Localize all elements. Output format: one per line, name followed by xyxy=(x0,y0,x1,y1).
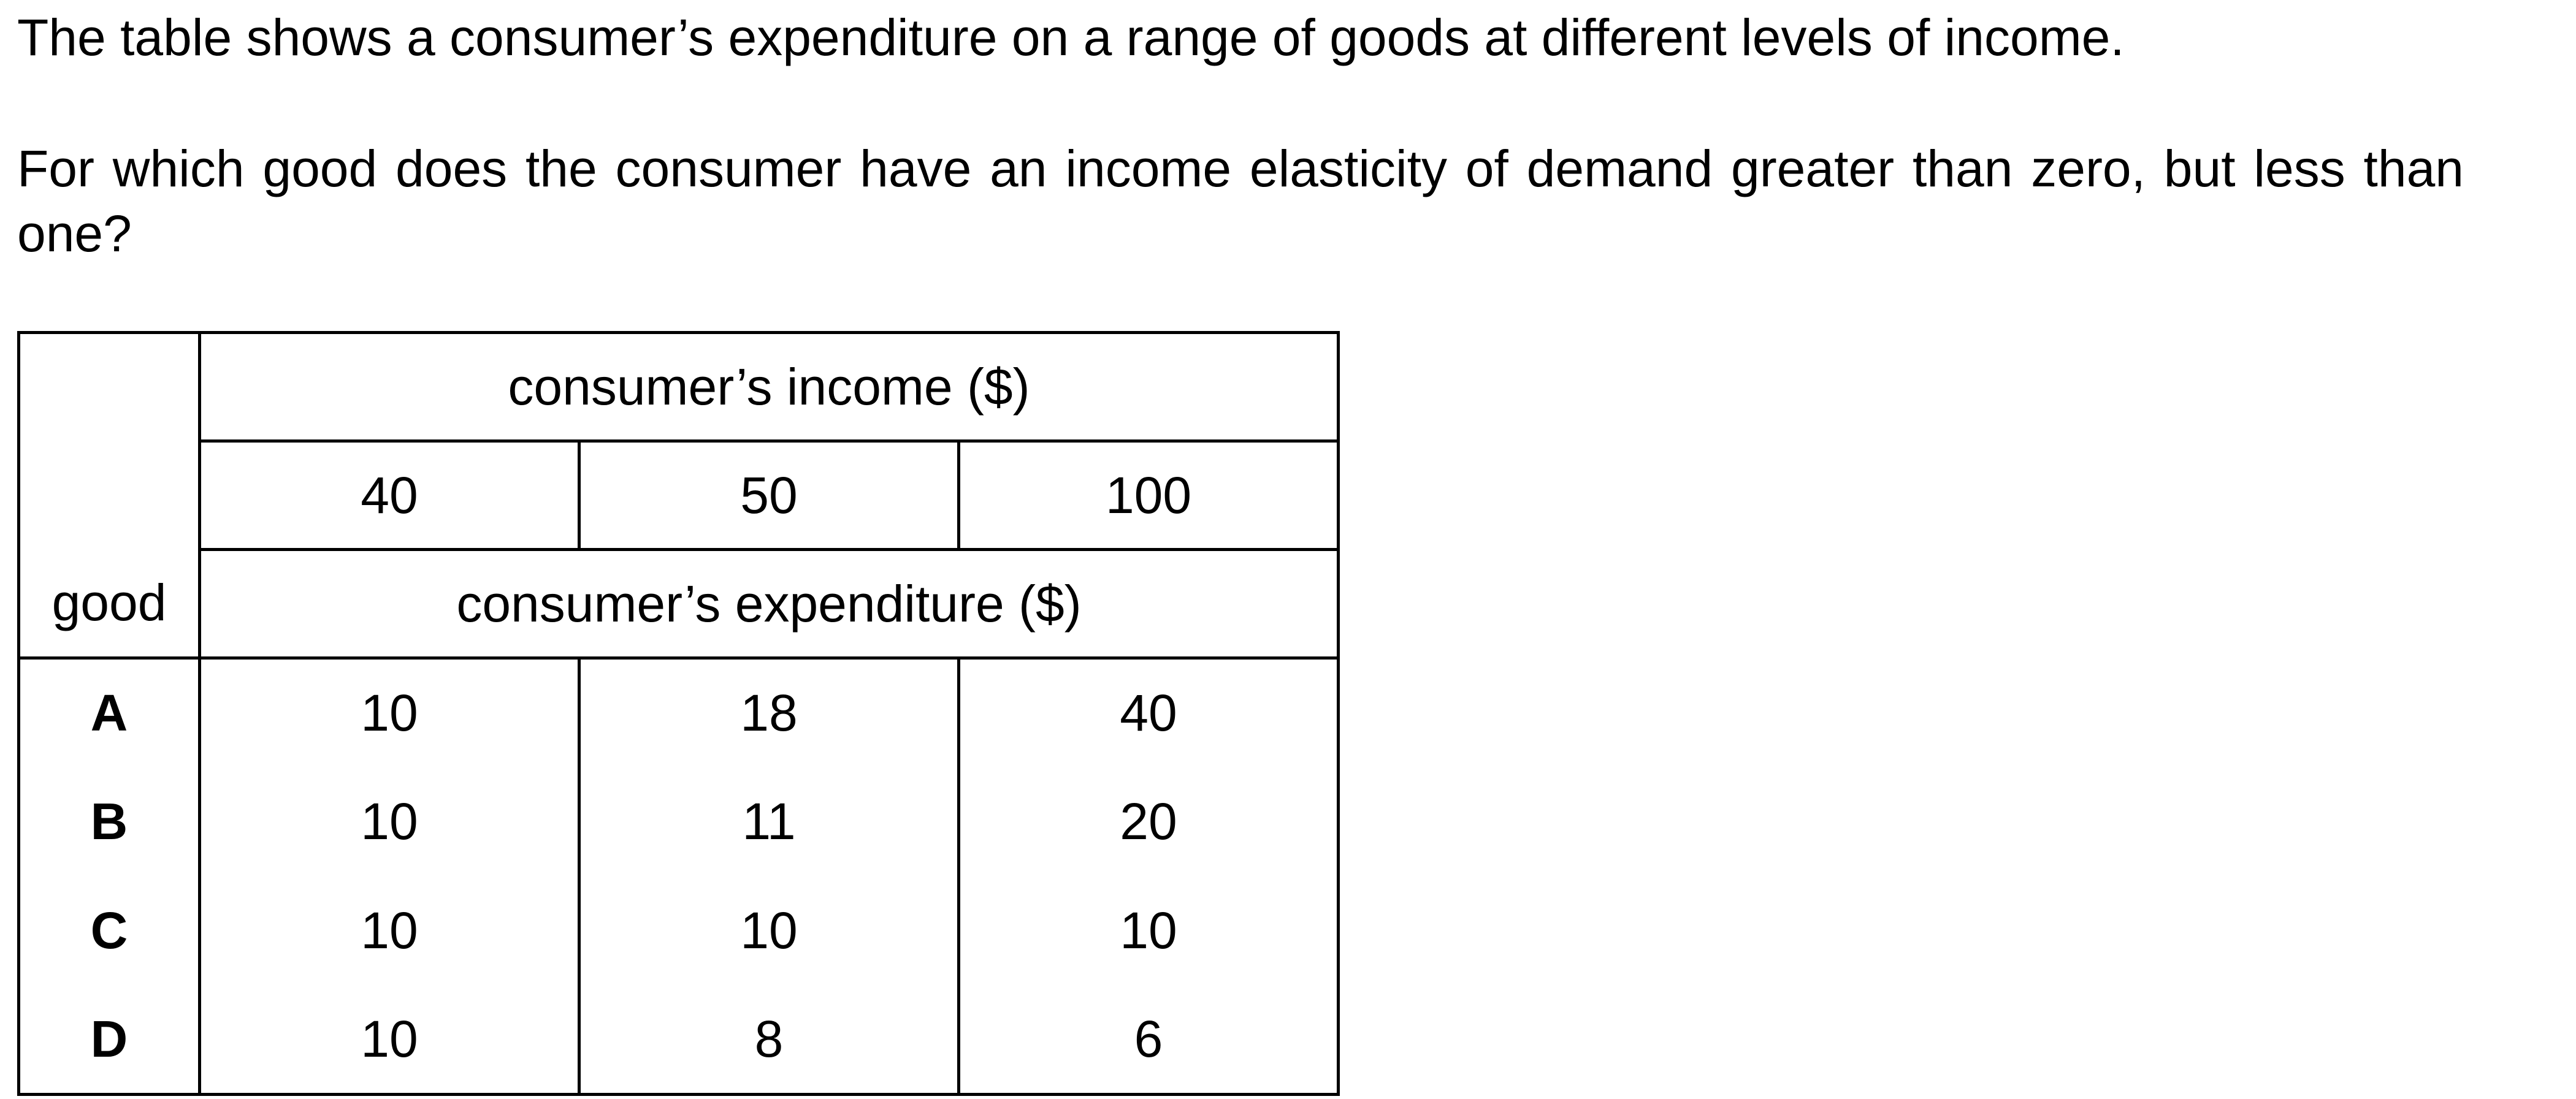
table-row-good: B xyxy=(17,767,201,877)
expenditure-header: consumer’s expenditure ($) xyxy=(197,549,1340,660)
question-prompt: For which good does the consumer have an… xyxy=(17,140,2464,262)
table-cell: 20 xyxy=(957,767,1340,877)
table-row-good: C xyxy=(17,876,201,986)
income-level-40: 40 xyxy=(198,441,581,551)
table-cell: 10 xyxy=(198,985,581,1096)
good-column-header-top xyxy=(17,331,201,441)
table-cell: 11 xyxy=(578,767,960,877)
table-row-good: A xyxy=(17,658,201,767)
table-cell: 10 xyxy=(198,876,581,986)
table-row-good: D xyxy=(17,985,201,1096)
income-header: consumer’s income ($) xyxy=(197,331,1340,443)
good-column-header-mid xyxy=(17,441,201,550)
expenditure-table-container: consumer’s income ($) 40 50 100 good con… xyxy=(17,331,1340,1096)
income-level-50: 50 xyxy=(578,441,960,551)
question-intro: The table shows a consumer’s expenditure… xyxy=(17,9,2125,66)
table-cell: 10 xyxy=(198,658,581,767)
table-cell: 18 xyxy=(578,658,960,767)
table-cell: 40 xyxy=(957,658,1340,767)
income-level-100: 100 xyxy=(957,441,1340,551)
table-cell: 10 xyxy=(198,767,581,877)
expenditure-table: consumer’s income ($) 40 50 100 good con… xyxy=(17,331,1340,1096)
table-cell: 6 xyxy=(957,985,1340,1096)
good-header: good xyxy=(17,549,201,660)
table-cell: 10 xyxy=(957,876,1340,986)
table-cell: 10 xyxy=(578,876,960,986)
table-cell: 8 xyxy=(578,985,960,1096)
